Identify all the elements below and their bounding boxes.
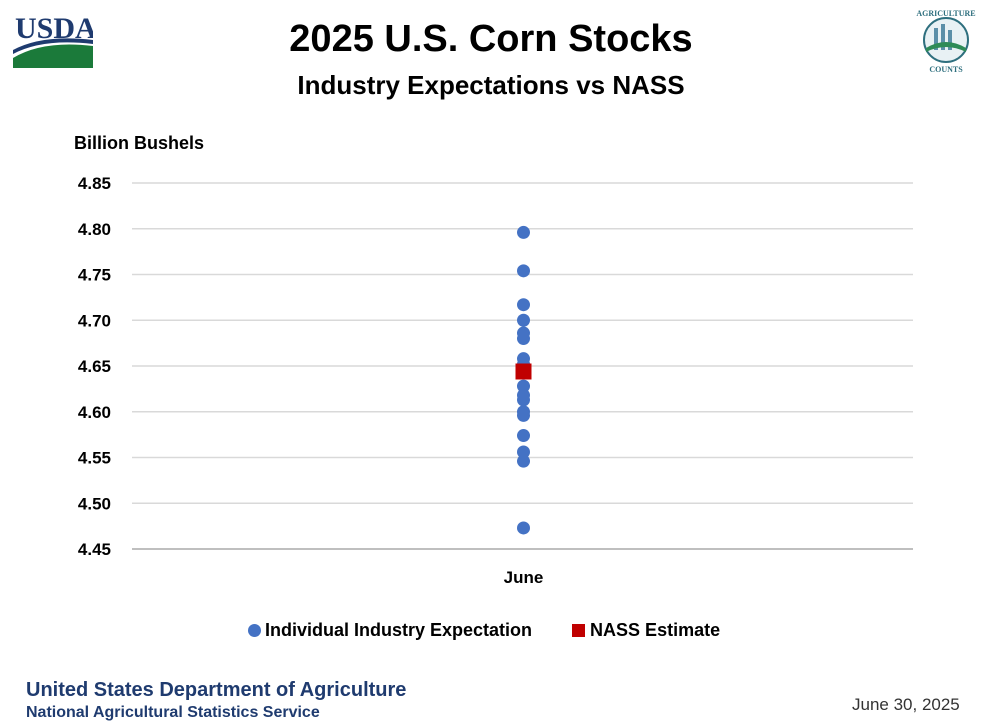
expectation-point bbox=[517, 313, 530, 327]
expectation-point bbox=[517, 429, 530, 443]
y-tick-label: 4.75 bbox=[78, 266, 111, 285]
footer-org: United States Department of Agriculture bbox=[26, 679, 407, 701]
expectation-point bbox=[517, 332, 530, 346]
footer-service: National Agricultural Statistics Service bbox=[26, 704, 320, 721]
expectation-point bbox=[517, 379, 530, 393]
y-tick-label: 4.55 bbox=[78, 449, 111, 468]
y-tick-label: 4.45 bbox=[78, 540, 111, 559]
expectation-point bbox=[517, 298, 530, 312]
nass-point bbox=[515, 363, 532, 380]
legend: Individual Industry Expectation NASS Est… bbox=[248, 620, 760, 641]
legend-item-expectation: Individual Industry Expectation bbox=[248, 620, 532, 641]
expectation-point bbox=[517, 521, 530, 535]
y-axis-label: Billion Bushels bbox=[74, 133, 205, 153]
scatter-chart: 4.45 4.50 4.55 4.60 4.65 4.70 4.75 4.80 4.85 June bbox=[78, 174, 913, 587]
expectation-point bbox=[517, 445, 530, 459]
chart-subtitle: Industry Expectations vs NASS bbox=[297, 70, 685, 100]
agriculture-counts-logo: AGRICULTURE COUNTS bbox=[916, 9, 975, 74]
x-tick-label: June bbox=[504, 568, 544, 587]
logo-bottom-text: COUNTS bbox=[929, 65, 963, 74]
y-tick-label: 4.50 bbox=[78, 494, 111, 513]
y-tick-label: 4.70 bbox=[78, 311, 111, 330]
y-tick-label: 4.65 bbox=[78, 357, 111, 376]
legend-square-icon bbox=[572, 624, 586, 637]
y-tick-label: 4.60 bbox=[78, 403, 111, 422]
chart-title: 2025 U.S. Corn Stocks bbox=[289, 18, 693, 60]
y-tick-label: 4.85 bbox=[78, 174, 111, 193]
legend-label-nass: NASS Estimate bbox=[590, 620, 721, 640]
expectation-point bbox=[517, 393, 530, 407]
footer-date: June 30, 2025 bbox=[852, 695, 960, 714]
usda-logo: USDA bbox=[13, 12, 93, 68]
y-tick-label: 4.80 bbox=[78, 220, 111, 239]
logo-top-text: AGRICULTURE bbox=[916, 9, 975, 18]
legend-label-expectation: Individual Industry Expectation bbox=[265, 620, 533, 640]
expectation-point bbox=[517, 408, 530, 422]
legend-circle-icon bbox=[248, 624, 261, 637]
legend-item-nass: NASS Estimate bbox=[572, 620, 720, 641]
expectation-point bbox=[517, 264, 530, 278]
expectation-point bbox=[517, 454, 530, 468]
expectation-point bbox=[517, 225, 530, 239]
